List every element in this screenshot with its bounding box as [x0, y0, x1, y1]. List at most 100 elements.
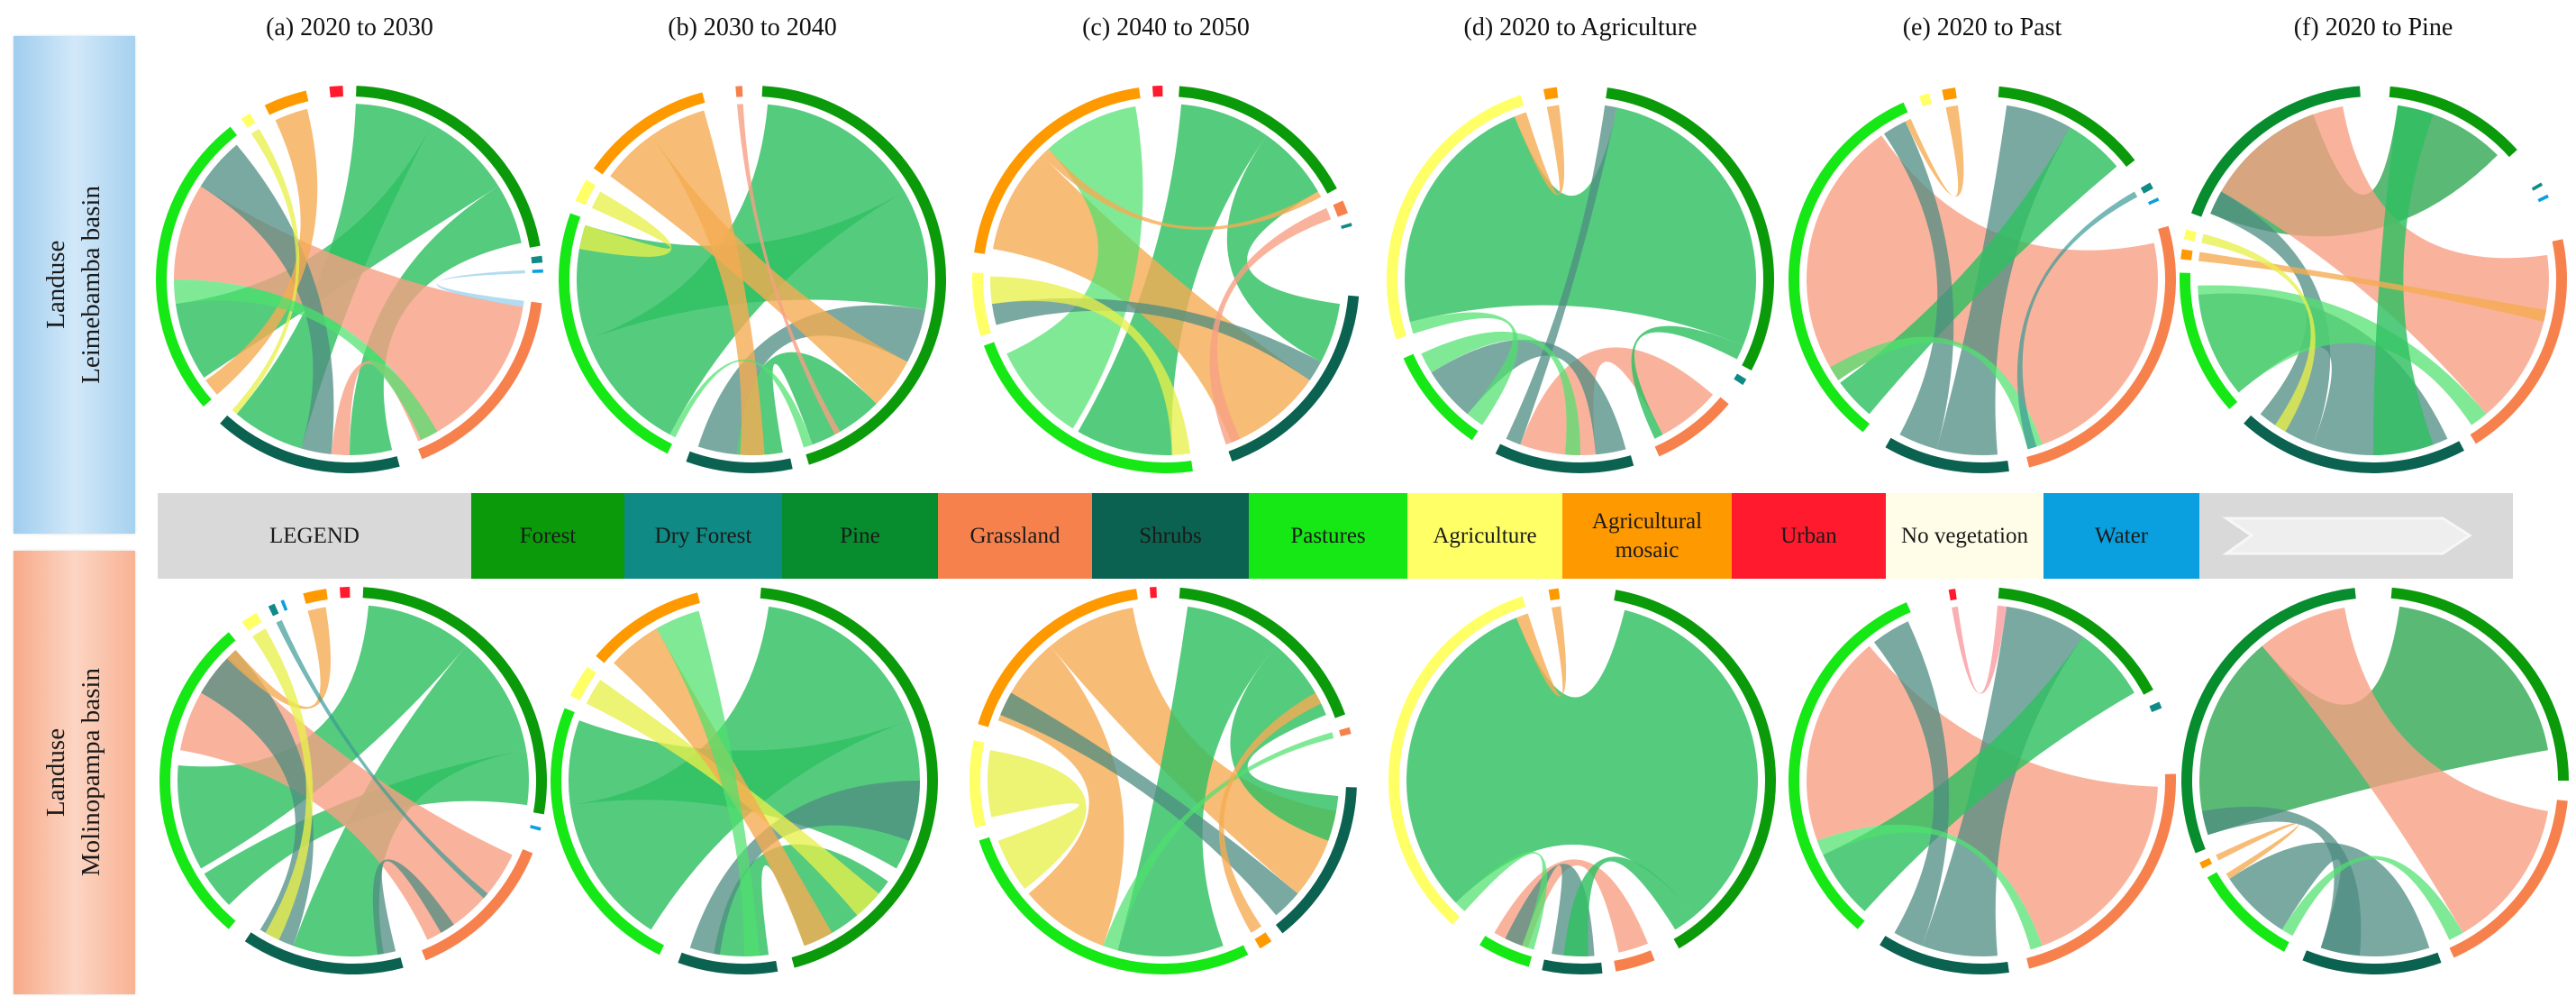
- chord-arc-dry-forest: [1341, 223, 1352, 230]
- chord-arc-water: [532, 269, 543, 273]
- chord-diagram-leimebamba-d: [1386, 87, 1774, 473]
- chord-arc-agriculture: [569, 666, 596, 701]
- chord-ribbon-shrubs: [2201, 806, 2362, 956]
- chord-arc-grassland: [422, 849, 533, 961]
- chord-arc-forest: [2390, 587, 2569, 781]
- chord-arc-shrubs: [1880, 936, 2009, 975]
- chevron-arrow-icon: [2222, 517, 2472, 555]
- chord-ribbon-forest: [1117, 606, 1277, 957]
- chord-ribbon-forest: [1404, 107, 1757, 346]
- chord-arc-dry-forest: [531, 255, 543, 264]
- chord-arc-agriculture: [971, 272, 991, 336]
- chord-arc-agricultural-mosaic: [974, 87, 1141, 254]
- chord-ribbon-forest: [1823, 636, 2135, 911]
- chord-ribbon-agriculture: [586, 680, 879, 916]
- chord-arc-shrubs: [2302, 950, 2442, 974]
- chord-ribbon-shrubs: [2229, 842, 2430, 957]
- chord-arc-dry-forest: [2149, 701, 2162, 712]
- chord-arc-agricultural-mosaic: [1254, 932, 1272, 949]
- legend-item-pine: Pine: [782, 493, 938, 579]
- chord-ribbon-agriculture: [990, 276, 1191, 455]
- chord-arc-agriculture: [2183, 229, 2197, 242]
- chord-arc-forest: [1179, 86, 1337, 194]
- panel-title-c: (c) 2040 to 2050: [1082, 14, 1250, 41]
- chord-arc-dry-forest: [268, 603, 279, 617]
- panel-title-a: (a) 2020 to 2030: [266, 14, 433, 41]
- chord-ribbon-agricultural-mosaic: [614, 628, 833, 947]
- chord-ribbon-agricultural-mosaic: [2198, 252, 2547, 323]
- chord-arc-agricultural-mosaic: [2199, 857, 2213, 869]
- chord-arc-forest: [1998, 86, 2135, 168]
- chord-arc-agriculture: [241, 113, 256, 128]
- chord-ribbon-pastures: [2198, 285, 2487, 425]
- chord-arc-shrubs: [1495, 444, 1634, 473]
- chord-ribbon-agricultural-mosaic: [1514, 105, 1565, 196]
- chord-arc-agricultural-mosaic: [264, 90, 309, 115]
- chord-arc-shrubs: [1275, 787, 1357, 934]
- chord-diagram-molinopampa-f: [2181, 587, 2569, 974]
- chord-arc-urban: [1150, 587, 1157, 599]
- legend-item-water: Water: [2044, 493, 2199, 579]
- chord-ribbon-agricultural-mosaic: [651, 110, 765, 455]
- legend-bar: LEGEND Forest Dry Forest Pine Grassland …: [158, 493, 2513, 579]
- legend-item-grassland: Grassland: [938, 493, 1092, 579]
- chord-ribbon-pastures: [174, 279, 438, 441]
- chord-arc-agricultural-mosaic: [593, 92, 705, 175]
- chord-arc-grassland: [2470, 239, 2567, 444]
- chord-arc-agriculture: [1919, 93, 1933, 107]
- chord-arc-urban: [1948, 589, 1957, 601]
- chord-ribbon-forest: [350, 186, 522, 456]
- panel-title-f: (f) 2020 to Pine: [2293, 14, 2453, 41]
- chord-ribbon-dry-forest: [2016, 191, 2138, 450]
- chord-ribbon-pastures: [1455, 851, 1548, 950]
- row-label-leimebamba: Landuse Leimebamba basin: [14, 36, 135, 534]
- chord-arc-agriculture: [1386, 95, 1525, 340]
- legend-item-urban: Urban: [1732, 493, 1886, 579]
- chord-arc-agricultural-mosaic: [2180, 249, 2193, 261]
- chord-ribbon-shrubs: [1431, 339, 1626, 455]
- chord-diagram-molinopampa-c: [969, 587, 1357, 975]
- chord-ribbon-shrubs: [1883, 121, 1954, 450]
- chord-arc-grassland: [2449, 800, 2568, 958]
- chord-arc-dry-forest: [2140, 182, 2153, 194]
- chord-ribbon-pastures: [1816, 824, 2043, 950]
- chord-ribbon-forest: [737, 352, 877, 456]
- chord-arc-agricultural-mosaic: [1548, 588, 1561, 601]
- chord-arc-agricultural-mosaic: [1543, 87, 1559, 100]
- chord-arc-dry-forest: [1734, 373, 1747, 386]
- panel-title-b: (b) 2030 to 2040: [668, 14, 837, 41]
- chord-arc-shrubs: [686, 451, 793, 473]
- chord-arc-pastures: [1788, 602, 1911, 929]
- chord-arc-pastures: [2179, 272, 2238, 409]
- chord-diagram-leimebamba-a: [156, 86, 543, 473]
- chord-arc-water: [530, 825, 542, 831]
- chord-arc-shrubs: [1885, 437, 2009, 474]
- legend-item-shrubs: Shrubs: [1092, 493, 1249, 579]
- chord-ribbon-shrubs: [200, 144, 334, 454]
- chord-arc-pastures: [159, 632, 236, 929]
- legend-item-no-vegetation: No vegetation: [1886, 493, 2044, 579]
- chord-ribbon-pastures: [656, 610, 760, 956]
- chord-arc-shrubs: [220, 415, 400, 473]
- legend-item-pastures: Pastures: [1249, 493, 1407, 579]
- chord-ribbon-pastures: [1409, 312, 1518, 425]
- chord-arc-agricultural-mosaic: [596, 592, 700, 663]
- chord-arc-grassland: [1614, 950, 1655, 972]
- chord-ribbon-forest: [1226, 135, 1341, 362]
- chord-arc-pastures: [1479, 936, 1533, 967]
- chord-arc-agriculture: [241, 612, 262, 631]
- chord-diagram-molinopampa-b: [551, 587, 938, 974]
- chord-arc-grassland: [2026, 773, 2177, 969]
- chord-ribbon-grassland: [174, 186, 523, 432]
- chord-arc-shrubs: [2244, 415, 2464, 473]
- chord-arc-urban: [329, 86, 343, 98]
- chord-arc-agricultural-mosaic: [303, 589, 328, 604]
- chord-diagram-molinopampa-a: [159, 587, 547, 974]
- chord-ribbon-shrubs: [991, 297, 1322, 380]
- chord-ribbon-agricultural-mosaic: [1516, 606, 1567, 697]
- chord-arc-agriculture: [575, 179, 596, 206]
- chord-arc-pastures: [559, 213, 673, 454]
- chord-arc-agricultural-mosaic: [1942, 87, 1957, 101]
- chord-arc-grassland: [1339, 727, 1352, 736]
- chord-ribbon-forest: [1563, 856, 1696, 956]
